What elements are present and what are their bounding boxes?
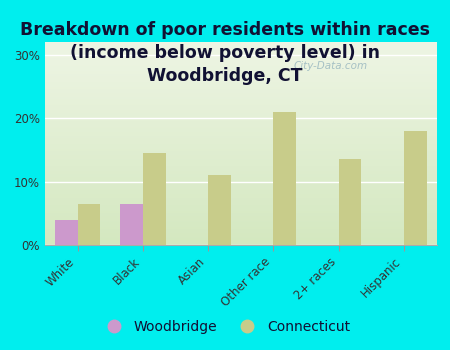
Text: City-Data.com: City-Data.com: [294, 61, 368, 71]
Bar: [120, 204, 143, 245]
Bar: [77, 204, 100, 245]
Bar: [274, 112, 296, 245]
Legend: Woodbridge, Connecticut: Woodbridge, Connecticut: [94, 314, 356, 340]
Bar: [404, 131, 427, 245]
Bar: [143, 153, 166, 245]
Bar: [55, 220, 77, 245]
Bar: [208, 175, 231, 245]
Text: Breakdown of poor residents within races
(income below poverty level) in
Woodbri: Breakdown of poor residents within races…: [20, 21, 430, 85]
Bar: [338, 159, 361, 245]
